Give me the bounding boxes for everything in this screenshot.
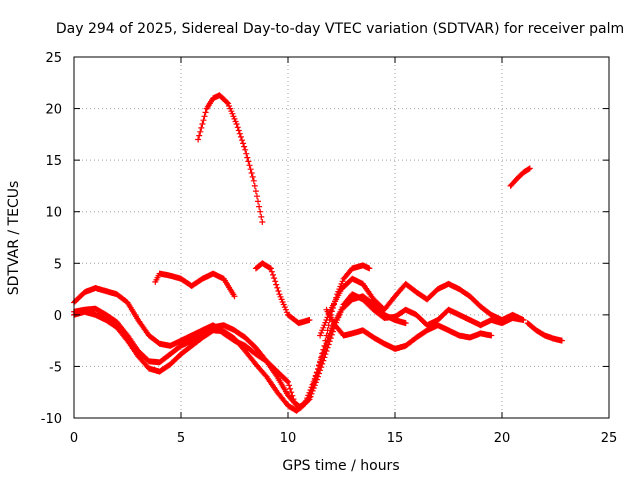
data-series [71,92,565,414]
x-axis-label: GPS time / hours [282,458,399,474]
series-track-5 [323,306,495,352]
y-tick-label: 15 [45,154,62,169]
series-track-10 [524,320,565,344]
series-track-3 [71,291,527,411]
series-track-8 [195,92,266,225]
y-tick-label: 10 [45,206,62,221]
x-tick-label: 15 [387,431,404,446]
y-tick-label: -5 [49,360,62,375]
x-tick-label: 10 [280,431,297,446]
series-markers [524,320,565,344]
series-markers [252,260,313,327]
axis-ticks: 0 5 10 15 20 25 -10 -5 0 5 10 15 20 25 [41,51,618,446]
y-tick-label: 5 [54,257,62,272]
series-track-4 [317,275,527,339]
series-markers [71,291,527,411]
y-tick-label: 0 [54,309,62,324]
x-tick-label: 25 [601,431,618,446]
series-track-7 [252,260,313,327]
series-track-6 [152,270,238,300]
y-axis-label: SDTVAR / TECUs [6,181,22,296]
grid-lines [74,57,609,418]
y-tick-label: 20 [45,103,62,118]
x-tick-label: 0 [70,431,78,446]
series-track-2 [71,293,409,414]
x-tick-label: 20 [494,431,511,446]
chart-title: Day 294 of 2025, Sidereal Day-to-day VTE… [56,21,624,37]
y-tick-label: 25 [45,51,62,66]
series-markers [71,293,409,414]
series-markers [317,275,527,339]
series-markers [195,92,266,225]
plot-frame [73,56,610,419]
series-markers [323,306,495,352]
x-tick-label: 5 [177,431,185,446]
series-markers [152,270,238,300]
series-track-9 [507,165,533,189]
series-markers [507,165,533,189]
y-tick-label: -10 [41,412,62,427]
